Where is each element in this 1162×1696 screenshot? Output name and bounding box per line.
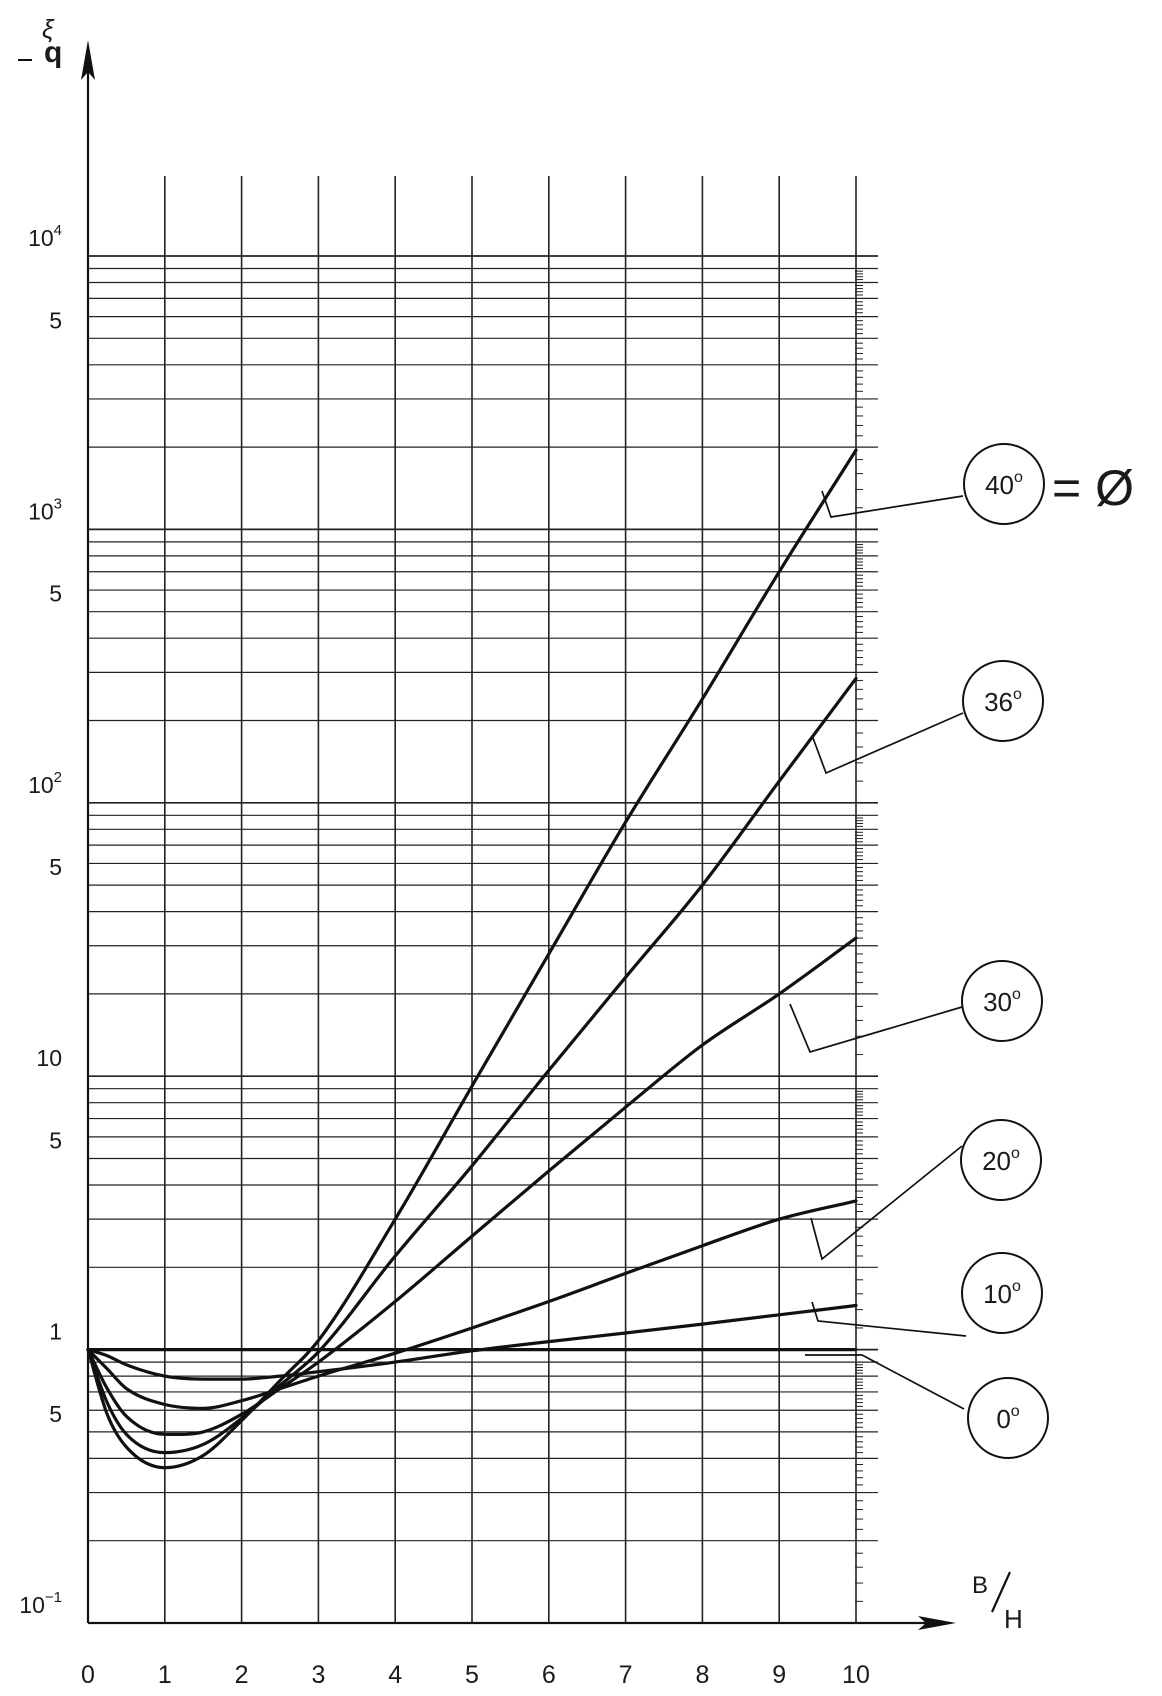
y-tick-label: 5 [49, 1128, 62, 1154]
right-edge-minor-ticks [855, 270, 863, 1602]
vertical-grid-lines [164, 176, 857, 1623]
y-tick-label: 5 [49, 581, 62, 607]
leader-line-30 [789, 1003, 963, 1054]
series-label-0: 0o [967, 1377, 1049, 1459]
x-axis-title-slash [990, 1571, 1012, 1613]
y-tick-label: 10 [36, 1045, 62, 1071]
x-tick-label-0: 0 [81, 1661, 95, 1689]
y-tick-label: 5 [49, 854, 62, 880]
x-tick-label-4: 4 [388, 1661, 402, 1689]
y-axis-title-sub: q [44, 36, 62, 69]
y-tick-label: 5 [49, 307, 62, 333]
x-tick-label-2: 2 [235, 1661, 249, 1689]
series-label-circle [967, 1377, 1049, 1459]
curve-phi-40 [86, 448, 858, 1470]
axes [81, 40, 956, 1630]
leader-lines [789, 490, 967, 1410]
y-tick-labels: 104 5 103 5 102 5 10 5 1 5 10−1 [19, 222, 62, 1618]
y-axis-title-main: ξ [42, 14, 55, 44]
series-label-40: 40o [963, 443, 1045, 525]
x-axis-title-numerator: B [972, 1572, 988, 1599]
x-axis-title: B H [972, 1571, 1023, 1634]
series-label-text: 20o [982, 1145, 1020, 1176]
series-label-text: 0o [996, 1403, 1019, 1434]
leader-line-36 [812, 712, 964, 775]
x-axis-arrow [918, 1616, 956, 1630]
x-tick-label-9: 9 [772, 1661, 786, 1689]
curve-phi-20 [86, 1199, 858, 1410]
curve-phi-36 [86, 676, 858, 1455]
phi-symbol: = Ø [1052, 460, 1134, 516]
series-label-text: 30o [983, 986, 1021, 1017]
x-tick-label-6: 6 [542, 1661, 556, 1689]
series-label-text: 40o [985, 469, 1023, 500]
y-axis-arrow [81, 40, 95, 80]
series-label-circle [962, 660, 1044, 742]
x-tick-label-8: 8 [695, 1661, 709, 1689]
x-tick-label-1: 1 [158, 1661, 172, 1689]
series-label-circle [963, 443, 1045, 525]
series-label-text: 10o [983, 1278, 1021, 1309]
y-axis-title: ξ q [18, 14, 62, 69]
series-label-circle [961, 960, 1043, 1042]
leader-line-20 [810, 1145, 963, 1261]
x-tick-label-3: 3 [311, 1661, 325, 1689]
series-label-20: 20o [960, 1119, 1042, 1201]
series-label-text: 36o [984, 686, 1022, 717]
x-tick-labels: 0 1 2 3 4 5 6 7 8 9 10 [81, 1661, 870, 1689]
leader-line-10 [811, 1301, 967, 1337]
series-label-30: 30o [961, 960, 1043, 1042]
leader-line-40 [821, 490, 964, 518]
series-label-circle [961, 1252, 1043, 1334]
horizontal-grid-lines [88, 255, 878, 1624]
curve-phi-30 [86, 936, 858, 1437]
series-label-36: 36o [962, 660, 1044, 742]
y-tick-label: 102 [28, 769, 62, 798]
y-tick-label: 10−1 [19, 1589, 62, 1618]
y-tick-label: 104 [28, 222, 62, 251]
series-label-10: 10o [961, 1252, 1043, 1334]
series-labels: 0o 10o 20o 30o 36o 40o [960, 443, 1049, 1459]
series-label-circle [960, 1119, 1042, 1201]
x-tick-label-10: 10 [842, 1661, 870, 1689]
y-tick-label: 5 [49, 1401, 62, 1427]
x-tick-label-7: 7 [619, 1661, 633, 1689]
x-tick-label-5: 5 [465, 1661, 479, 1689]
y-tick-label: 1 [49, 1319, 62, 1345]
leader-line-0 [805, 1354, 965, 1410]
y-tick-label: 103 [28, 495, 62, 524]
x-axis-title-denominator: H [1004, 1604, 1023, 1634]
curves [86, 448, 858, 1470]
